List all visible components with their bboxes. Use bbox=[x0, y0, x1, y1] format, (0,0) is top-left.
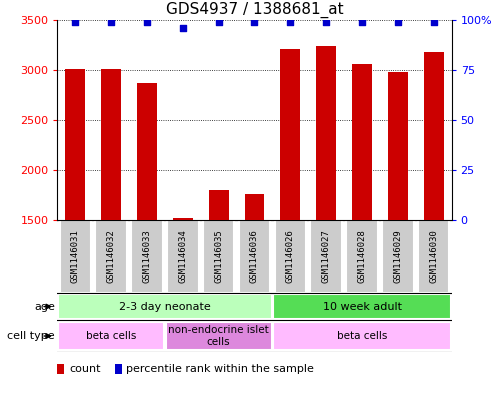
Text: 10 week adult: 10 week adult bbox=[322, 301, 402, 312]
Point bbox=[107, 18, 115, 25]
Bar bbox=[95, 220, 127, 293]
Bar bbox=[280, 49, 300, 220]
Bar bbox=[59, 220, 91, 293]
Bar bbox=[239, 220, 270, 293]
Text: count: count bbox=[69, 364, 101, 374]
Text: cell type: cell type bbox=[7, 331, 55, 341]
Bar bbox=[245, 194, 264, 220]
Text: GSM1146030: GSM1146030 bbox=[429, 230, 438, 283]
Text: beta cells: beta cells bbox=[86, 331, 136, 341]
Bar bbox=[424, 52, 444, 220]
Title: GDS4937 / 1388681_at: GDS4937 / 1388681_at bbox=[166, 2, 343, 18]
Bar bbox=[137, 83, 157, 220]
Bar bbox=[65, 69, 85, 220]
Point bbox=[143, 18, 151, 25]
Bar bbox=[346, 220, 378, 293]
Text: beta cells: beta cells bbox=[337, 331, 387, 341]
Text: GSM1146035: GSM1146035 bbox=[214, 230, 223, 283]
Bar bbox=[173, 218, 193, 220]
Text: GSM1146029: GSM1146029 bbox=[393, 230, 402, 283]
Bar bbox=[316, 46, 336, 220]
Point bbox=[179, 24, 187, 31]
Point bbox=[358, 18, 366, 25]
Point bbox=[394, 18, 402, 25]
Text: GSM1146028: GSM1146028 bbox=[357, 230, 366, 283]
Bar bbox=[388, 72, 408, 220]
Bar bbox=[101, 69, 121, 220]
Text: age: age bbox=[34, 301, 55, 312]
Bar bbox=[58, 321, 164, 351]
Point bbox=[215, 18, 223, 25]
Bar bbox=[58, 294, 271, 319]
Point bbox=[71, 18, 79, 25]
Point bbox=[430, 18, 438, 25]
Text: GSM1146032: GSM1146032 bbox=[107, 230, 116, 283]
Text: GSM1146027: GSM1146027 bbox=[322, 230, 331, 283]
Bar bbox=[203, 220, 235, 293]
Text: GSM1146036: GSM1146036 bbox=[250, 230, 259, 283]
Text: GSM1146033: GSM1146033 bbox=[143, 230, 152, 283]
Text: 2-3 day neonate: 2-3 day neonate bbox=[119, 301, 211, 312]
Bar bbox=[310, 220, 342, 293]
Bar bbox=[166, 321, 271, 351]
Bar bbox=[273, 321, 451, 351]
Point bbox=[250, 18, 258, 25]
Bar bbox=[131, 220, 163, 293]
Text: percentile rank within the sample: percentile rank within the sample bbox=[126, 364, 314, 374]
Bar bbox=[57, 364, 64, 374]
Bar bbox=[352, 64, 372, 220]
Text: GSM1146031: GSM1146031 bbox=[71, 230, 80, 283]
Bar bbox=[115, 364, 122, 374]
Text: GSM1146026: GSM1146026 bbox=[286, 230, 295, 283]
Bar bbox=[273, 294, 451, 319]
Text: non-endocrine islet
cells: non-endocrine islet cells bbox=[168, 325, 269, 347]
Bar bbox=[274, 220, 306, 293]
Bar bbox=[382, 220, 414, 293]
Bar bbox=[418, 220, 450, 293]
Point bbox=[322, 18, 330, 25]
Bar bbox=[167, 220, 199, 293]
Point bbox=[286, 18, 294, 25]
Bar bbox=[209, 190, 229, 220]
Text: GSM1146034: GSM1146034 bbox=[178, 230, 187, 283]
